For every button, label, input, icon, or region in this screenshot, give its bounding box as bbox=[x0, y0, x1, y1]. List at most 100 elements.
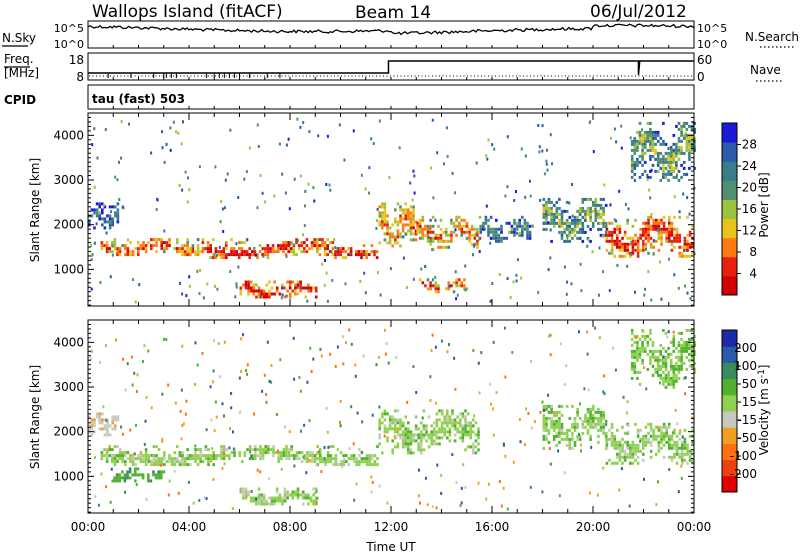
echo-cell bbox=[160, 460, 163, 464]
echo-cell bbox=[379, 293, 382, 297]
echo-cell bbox=[669, 376, 673, 380]
echo-cell bbox=[111, 250, 114, 254]
echo-cell bbox=[638, 349, 642, 353]
echo-cell bbox=[672, 166, 676, 170]
echo-cell bbox=[310, 241, 314, 245]
echo-cell bbox=[693, 352, 696, 356]
echo-cell bbox=[678, 431, 681, 435]
echo-cell bbox=[656, 157, 660, 161]
echo-cell bbox=[163, 463, 166, 467]
echo-cell bbox=[431, 236, 435, 240]
echo-cell bbox=[662, 121, 665, 125]
echo-cell bbox=[429, 287, 432, 291]
echo-cell bbox=[113, 454, 117, 458]
echo-cell bbox=[207, 463, 210, 467]
echo-cell bbox=[515, 273, 518, 277]
echo-cell bbox=[683, 245, 687, 249]
echo-cell bbox=[106, 427, 109, 431]
echo-cell bbox=[670, 443, 674, 447]
echo-cell bbox=[186, 238, 189, 242]
echo-cell bbox=[209, 247, 212, 251]
echo-cell bbox=[677, 136, 681, 140]
echo-cell bbox=[103, 217, 107, 221]
echo-cell bbox=[662, 443, 666, 447]
echo-cell bbox=[319, 460, 322, 464]
echo-cell bbox=[608, 230, 611, 234]
echo-cell bbox=[308, 419, 311, 423]
echo-cell bbox=[688, 136, 691, 140]
echo-cell bbox=[422, 427, 426, 431]
echo-cell bbox=[270, 380, 273, 384]
echo-cell bbox=[644, 443, 648, 447]
echo-cell bbox=[396, 241, 400, 245]
echo-cell bbox=[277, 449, 279, 453]
echo-cell bbox=[161, 130, 163, 134]
echo-cell bbox=[160, 470, 163, 474]
echo-cell bbox=[298, 375, 301, 379]
echo-cell bbox=[440, 412, 444, 416]
echo-cell bbox=[463, 230, 466, 234]
echo-cell bbox=[608, 289, 611, 293]
echo-cell bbox=[230, 253, 233, 257]
echo-cell bbox=[240, 250, 244, 254]
echo-cell bbox=[688, 458, 692, 462]
echo-cell bbox=[202, 454, 205, 458]
echo-cell bbox=[310, 244, 314, 248]
echo-cell bbox=[443, 427, 446, 431]
echo-cell bbox=[273, 194, 276, 198]
echo-cell bbox=[339, 460, 343, 464]
echo-cell bbox=[560, 404, 564, 408]
echo-cell bbox=[251, 253, 254, 257]
echo-cell bbox=[401, 217, 405, 221]
echo-cell bbox=[558, 419, 561, 423]
echo-cell bbox=[155, 250, 158, 254]
echo-cell bbox=[594, 410, 598, 414]
y-tick-label: 1000 bbox=[53, 469, 84, 483]
echo-cell bbox=[376, 445, 379, 449]
echo-cell bbox=[621, 245, 624, 249]
echo-cell bbox=[299, 286, 302, 290]
echo-cell bbox=[519, 440, 522, 444]
echo-cell bbox=[212, 457, 215, 461]
echo-cell bbox=[409, 217, 413, 221]
echo-cell bbox=[159, 463, 162, 467]
echo-cell bbox=[629, 461, 632, 465]
velocity-colorbar-label-exp: -1 bbox=[757, 369, 767, 378]
echo-cell bbox=[634, 143, 637, 147]
echo-cell bbox=[451, 421, 454, 425]
echo-cell bbox=[672, 175, 676, 179]
echo-cell bbox=[383, 427, 387, 431]
echo-cell bbox=[590, 445, 593, 449]
echo-cell bbox=[466, 433, 470, 437]
echo-cell bbox=[515, 190, 517, 194]
echo-cell bbox=[542, 422, 546, 426]
echo-cell bbox=[675, 443, 679, 447]
echo-cell bbox=[301, 286, 305, 290]
echo-cell bbox=[143, 442, 146, 446]
echo-cell bbox=[668, 224, 671, 228]
echo-cell bbox=[230, 406, 233, 410]
echo-cell bbox=[209, 244, 212, 248]
echo-cell bbox=[431, 118, 434, 122]
echo-cell bbox=[362, 244, 366, 248]
echo-cell bbox=[248, 256, 251, 260]
echo-cell bbox=[629, 443, 632, 447]
echo-cell bbox=[651, 139, 655, 143]
echo-cell bbox=[677, 349, 681, 353]
echo-cell bbox=[150, 461, 153, 465]
echo-cell bbox=[460, 486, 463, 490]
echo-cell bbox=[128, 470, 132, 474]
echo-cell bbox=[149, 479, 153, 483]
echo-cell bbox=[670, 446, 674, 450]
echo-cell bbox=[435, 433, 439, 437]
echo-cell bbox=[283, 295, 287, 299]
echo-cell bbox=[407, 433, 410, 437]
echo-cell bbox=[559, 342, 562, 346]
echo-cell bbox=[672, 382, 676, 386]
echo-cell bbox=[573, 416, 577, 420]
echo-cell bbox=[638, 136, 642, 140]
echo-cell bbox=[500, 230, 503, 234]
echo-cell bbox=[589, 206, 592, 210]
echo-cell bbox=[495, 236, 498, 240]
echo-cell bbox=[278, 292, 282, 296]
